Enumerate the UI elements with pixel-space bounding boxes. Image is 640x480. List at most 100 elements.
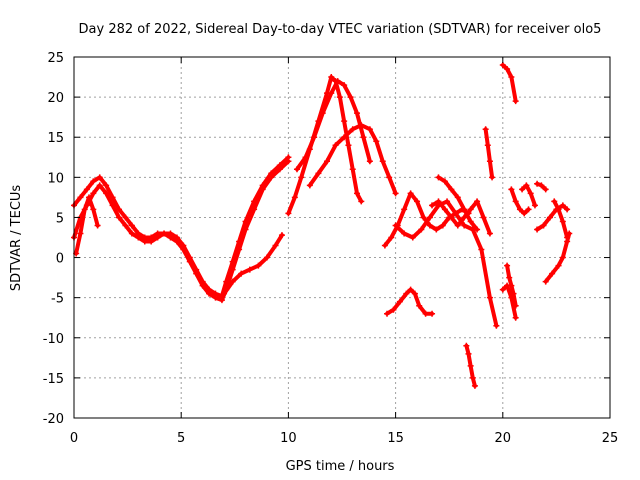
data-point xyxy=(401,206,408,213)
data-point xyxy=(407,190,414,197)
data-point xyxy=(221,290,228,297)
data-point xyxy=(255,262,262,269)
data-point xyxy=(242,218,249,225)
data-point xyxy=(484,142,491,149)
data-point xyxy=(86,194,93,201)
data-point xyxy=(349,166,356,173)
data-point xyxy=(525,206,532,213)
data-point xyxy=(358,122,365,129)
data-point xyxy=(521,210,528,217)
series-arc-23 xyxy=(552,199,570,240)
data-point xyxy=(315,170,322,177)
data-point xyxy=(441,178,448,185)
data-point xyxy=(173,234,180,241)
y-tick-label: 5 xyxy=(56,211,64,226)
data-point xyxy=(448,214,455,221)
chart-title: Day 282 of 2022, Sidereal Day-to-day VTE… xyxy=(79,22,602,37)
data-point xyxy=(401,230,408,237)
data-point xyxy=(540,222,547,229)
data-point xyxy=(77,194,84,201)
data-point xyxy=(328,90,335,97)
data-point xyxy=(471,382,478,389)
data-point xyxy=(90,206,97,213)
data-point xyxy=(148,234,155,241)
series-arc-16 xyxy=(500,283,518,320)
y-tick-label: -20 xyxy=(43,412,64,427)
data-point xyxy=(334,78,341,85)
data-point xyxy=(167,230,174,237)
data-point xyxy=(422,310,429,317)
x-tick-label: 20 xyxy=(495,431,512,446)
y-tick-label: 25 xyxy=(47,51,64,66)
data-point xyxy=(538,182,545,189)
data-point xyxy=(426,214,433,221)
data-point xyxy=(141,234,148,241)
data-point xyxy=(564,206,571,213)
data-point xyxy=(546,214,553,221)
data-point xyxy=(411,290,418,297)
data-point xyxy=(534,226,541,233)
plot-frame xyxy=(73,56,611,419)
data-point xyxy=(542,186,549,193)
data-point xyxy=(512,314,519,321)
data-point xyxy=(379,158,386,165)
data-point xyxy=(354,190,361,197)
data-point xyxy=(186,254,193,261)
data-point xyxy=(135,230,142,237)
grid xyxy=(74,57,610,418)
data-point xyxy=(122,214,129,221)
y-tick-label: -10 xyxy=(43,332,64,347)
data-point xyxy=(508,74,515,81)
data-point xyxy=(512,98,519,105)
data-point xyxy=(435,174,442,181)
data-point xyxy=(542,278,549,285)
data-point xyxy=(452,210,459,217)
data-point xyxy=(223,278,230,285)
series-arc-7 xyxy=(307,123,398,196)
data-point xyxy=(229,258,236,265)
data-point xyxy=(478,246,485,253)
data-point xyxy=(531,202,538,209)
data-point xyxy=(122,222,129,229)
data-point xyxy=(229,278,236,285)
data-point xyxy=(508,186,515,193)
data-point xyxy=(435,198,442,205)
data-point xyxy=(128,222,135,229)
data-point xyxy=(390,306,397,313)
x-tick-label: 25 xyxy=(602,431,619,446)
data-point xyxy=(373,138,380,145)
y-axis-label: SDTVAR / TECUs xyxy=(9,185,24,292)
data-point xyxy=(426,222,433,229)
data-point xyxy=(96,182,103,189)
data-point xyxy=(418,226,425,233)
data-point xyxy=(272,242,279,249)
data-point xyxy=(504,66,511,73)
data-point xyxy=(454,222,461,229)
data-point xyxy=(319,110,326,117)
x-tick-label: 15 xyxy=(387,431,404,446)
data-point xyxy=(506,274,513,281)
data-point xyxy=(128,230,135,237)
data-point xyxy=(433,226,440,233)
y-tick-label: 15 xyxy=(47,131,64,146)
data-point xyxy=(109,202,116,209)
data-point xyxy=(396,298,403,305)
data-point xyxy=(358,198,365,205)
data-point xyxy=(519,186,526,193)
data-point xyxy=(193,266,200,273)
x-tick-label: 10 xyxy=(280,431,297,446)
data-point xyxy=(161,230,168,237)
data-point xyxy=(392,222,399,229)
y-tick-label: -5 xyxy=(51,292,64,307)
data-point xyxy=(323,158,330,165)
data-point xyxy=(206,286,213,293)
data-point xyxy=(463,342,470,349)
data-point xyxy=(508,282,515,289)
data-point xyxy=(489,174,496,181)
data-point xyxy=(341,118,348,125)
data-point xyxy=(116,206,123,213)
data-point xyxy=(512,302,519,309)
y-tick-label: 20 xyxy=(47,91,64,106)
data-point xyxy=(259,182,266,189)
